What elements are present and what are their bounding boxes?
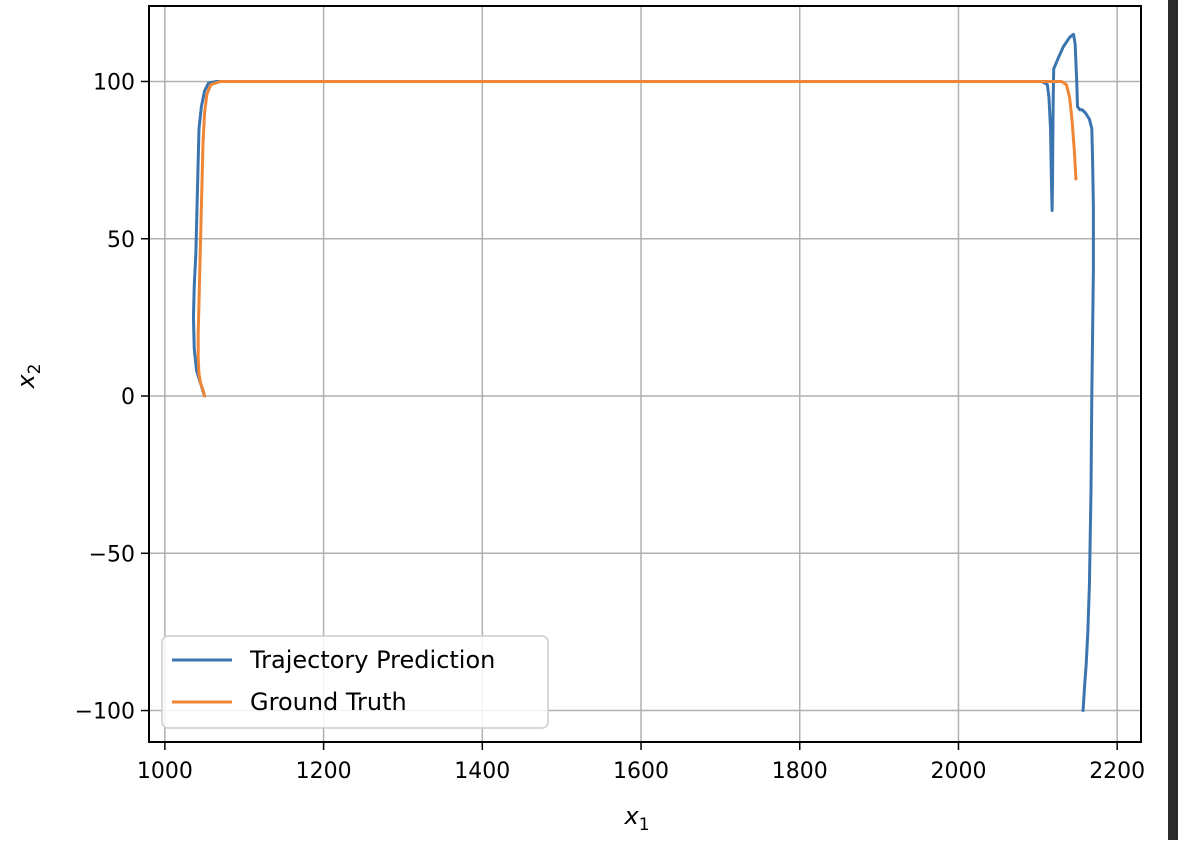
y-tick-label: 0 <box>121 385 135 410</box>
series-line-ground-truth <box>196 79 1078 398</box>
legend-box <box>161 635 549 729</box>
plot-area-background <box>149 6 1141 742</box>
x-tick-label: 1200 <box>296 759 352 784</box>
x-tick-label: 1000 <box>137 759 193 784</box>
ticks: 1000 1200 1400 1600 1800 2000 2200 −100 −50 0 50 10… <box>75 70 1146 784</box>
legend: Trajectory Prediction Ground Truth <box>161 635 549 729</box>
legend-label-trajectory-prediction: Trajectory Prediction <box>249 646 495 674</box>
x-tick-label: 2000 <box>930 759 986 784</box>
y-axis-label: x2 <box>12 363 45 389</box>
legend-label-ground-truth: Ground Truth <box>250 688 407 716</box>
series-line-trajectory-prediction <box>191 32 1095 713</box>
y-tick-label: 100 <box>93 70 135 95</box>
x-tick-label: 1800 <box>772 759 828 784</box>
x-tick-label: 1400 <box>454 759 510 784</box>
window-edge-bar <box>1168 0 1178 840</box>
y-tick-label: −100 <box>75 700 135 725</box>
plot-frame <box>148 5 1142 743</box>
x-tick-label: 2200 <box>1089 759 1145 784</box>
y-tick-label: 50 <box>107 228 135 253</box>
series-layer <box>191 32 1095 713</box>
x-tick-label: 1600 <box>613 759 669 784</box>
y-tick-label: −50 <box>89 542 135 567</box>
x-axis-label: x1 <box>623 802 649 835</box>
